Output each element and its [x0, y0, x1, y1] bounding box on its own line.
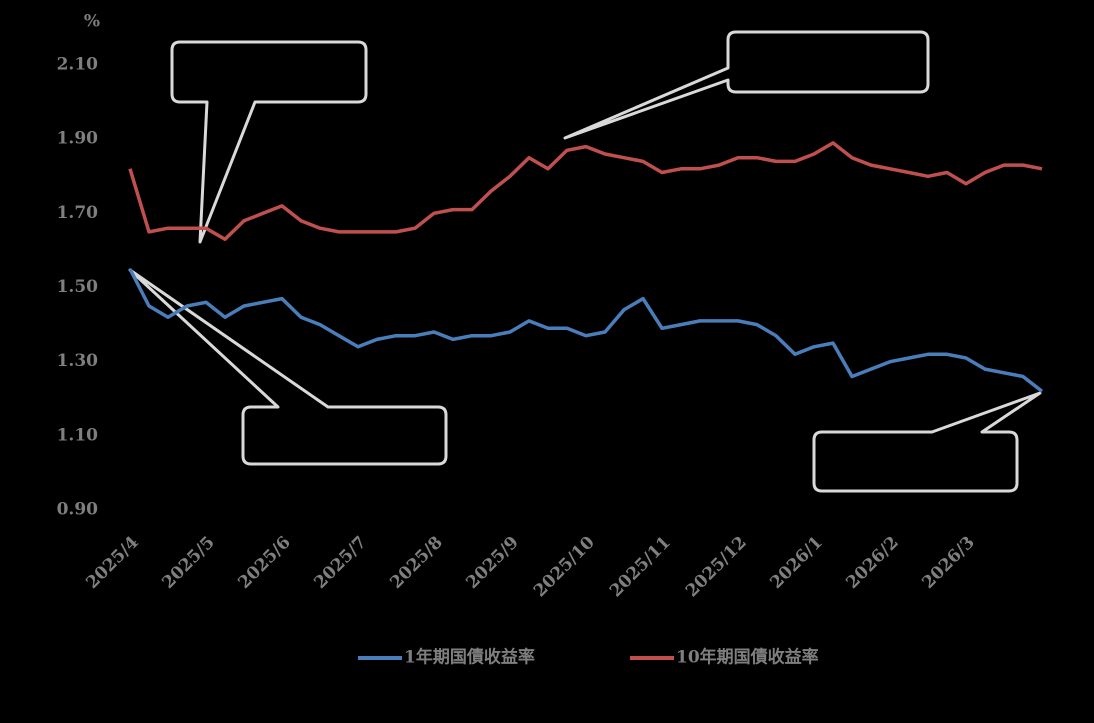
callouts	[128, 30, 1042, 493]
y-tick-label: 1.10	[57, 425, 99, 445]
y-tick-label: 1.30	[57, 351, 99, 371]
y-unit: %	[84, 12, 100, 32]
series-line	[128, 141, 1043, 242]
legend-label: 1年期国債收益率	[404, 647, 535, 668]
y-tick-label: 1.50	[57, 277, 99, 297]
callout	[128, 268, 448, 466]
callout	[812, 391, 1042, 493]
legend-label: 10年期国債收益率	[676, 647, 819, 668]
callout	[563, 30, 930, 140]
y-tick-label: 1.90	[57, 129, 99, 149]
y-tick-label: 1.70	[57, 203, 99, 223]
y-tick-label: 2.10	[57, 55, 99, 75]
series-line	[128, 268, 1044, 393]
callout	[170, 40, 368, 244]
y-tick-label: 0.90	[57, 500, 99, 520]
